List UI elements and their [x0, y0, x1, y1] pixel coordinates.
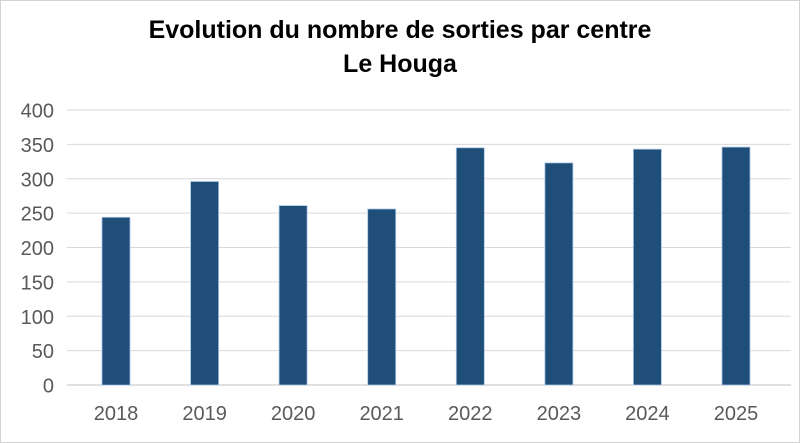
y-tick-label-0: 0: [43, 376, 54, 398]
bar-2021: [367, 208, 397, 386]
x-tick-label-2022: 2022: [448, 403, 493, 425]
x-tick-label-2023: 2023: [537, 403, 582, 425]
x-tick-label-2025: 2025: [714, 403, 759, 425]
bar-2023: [544, 162, 574, 386]
bar-2018: [101, 216, 131, 386]
bar-2019: [190, 181, 220, 386]
y-tick-label-150: 150: [21, 272, 54, 294]
x-tick-label-2021: 2021: [359, 403, 404, 425]
bar-2025: [721, 146, 751, 386]
y-tick-label-250: 250: [21, 204, 54, 226]
y-tick-label-350: 350: [21, 135, 54, 157]
x-tick-label-2024: 2024: [625, 403, 670, 425]
y-tick-label-50: 50: [32, 341, 54, 363]
y-tick-label-100: 100: [21, 307, 54, 329]
bar-2020: [278, 205, 308, 386]
bar-2022: [455, 147, 485, 386]
x-tick-label-2018: 2018: [94, 403, 139, 425]
bar-2024: [633, 148, 662, 386]
x-tick-label-2019: 2019: [182, 403, 227, 425]
x-tick-label-2020: 2020: [271, 403, 316, 425]
y-tick-label-200: 200: [21, 238, 54, 260]
y-tick-label-400: 400: [21, 101, 54, 123]
y-tick-label-300: 300: [21, 169, 54, 191]
